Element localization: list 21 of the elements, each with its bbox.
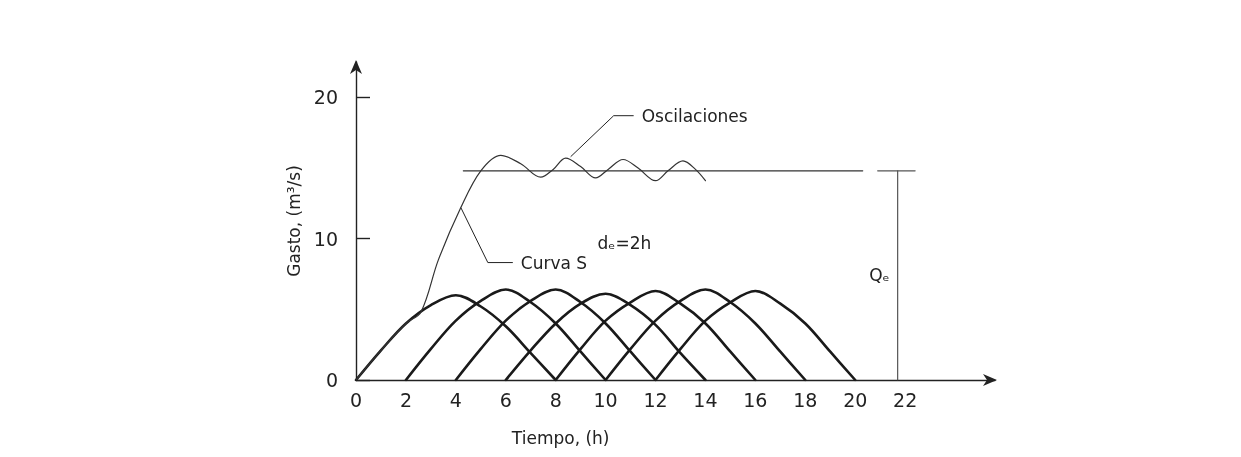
x-tick-label: 10 bbox=[593, 388, 618, 411]
x-tick-label: 20 bbox=[843, 388, 868, 411]
annotation: Curva S bbox=[520, 252, 588, 273]
x-tick-label: 22 bbox=[893, 388, 918, 411]
x-tick-label: 2 bbox=[399, 388, 412, 411]
y-axis-title: Gasto, (m³/s) bbox=[284, 165, 305, 277]
x-tick-label: 6 bbox=[499, 388, 512, 411]
x-tick-label: 8 bbox=[549, 388, 562, 411]
annotation: dₑ=2h bbox=[597, 233, 652, 254]
x-tick-label: 18 bbox=[793, 388, 818, 411]
y-tick-label: 10 bbox=[313, 227, 338, 250]
x-tick-label: 16 bbox=[743, 388, 768, 411]
x-tick-label: 12 bbox=[643, 388, 668, 411]
annotation: Oscilaciones bbox=[641, 105, 748, 126]
annotation: Qₑ bbox=[869, 265, 890, 286]
x-tick-label: 14 bbox=[693, 388, 718, 411]
x-axis-title: Tiempo, (h) bbox=[510, 428, 610, 448]
y-tick-label: 0 bbox=[325, 369, 338, 391]
y-tick-label: 20 bbox=[313, 86, 338, 109]
x-tick-label: 4 bbox=[449, 388, 462, 411]
x-tick-label: 0 bbox=[349, 388, 363, 411]
